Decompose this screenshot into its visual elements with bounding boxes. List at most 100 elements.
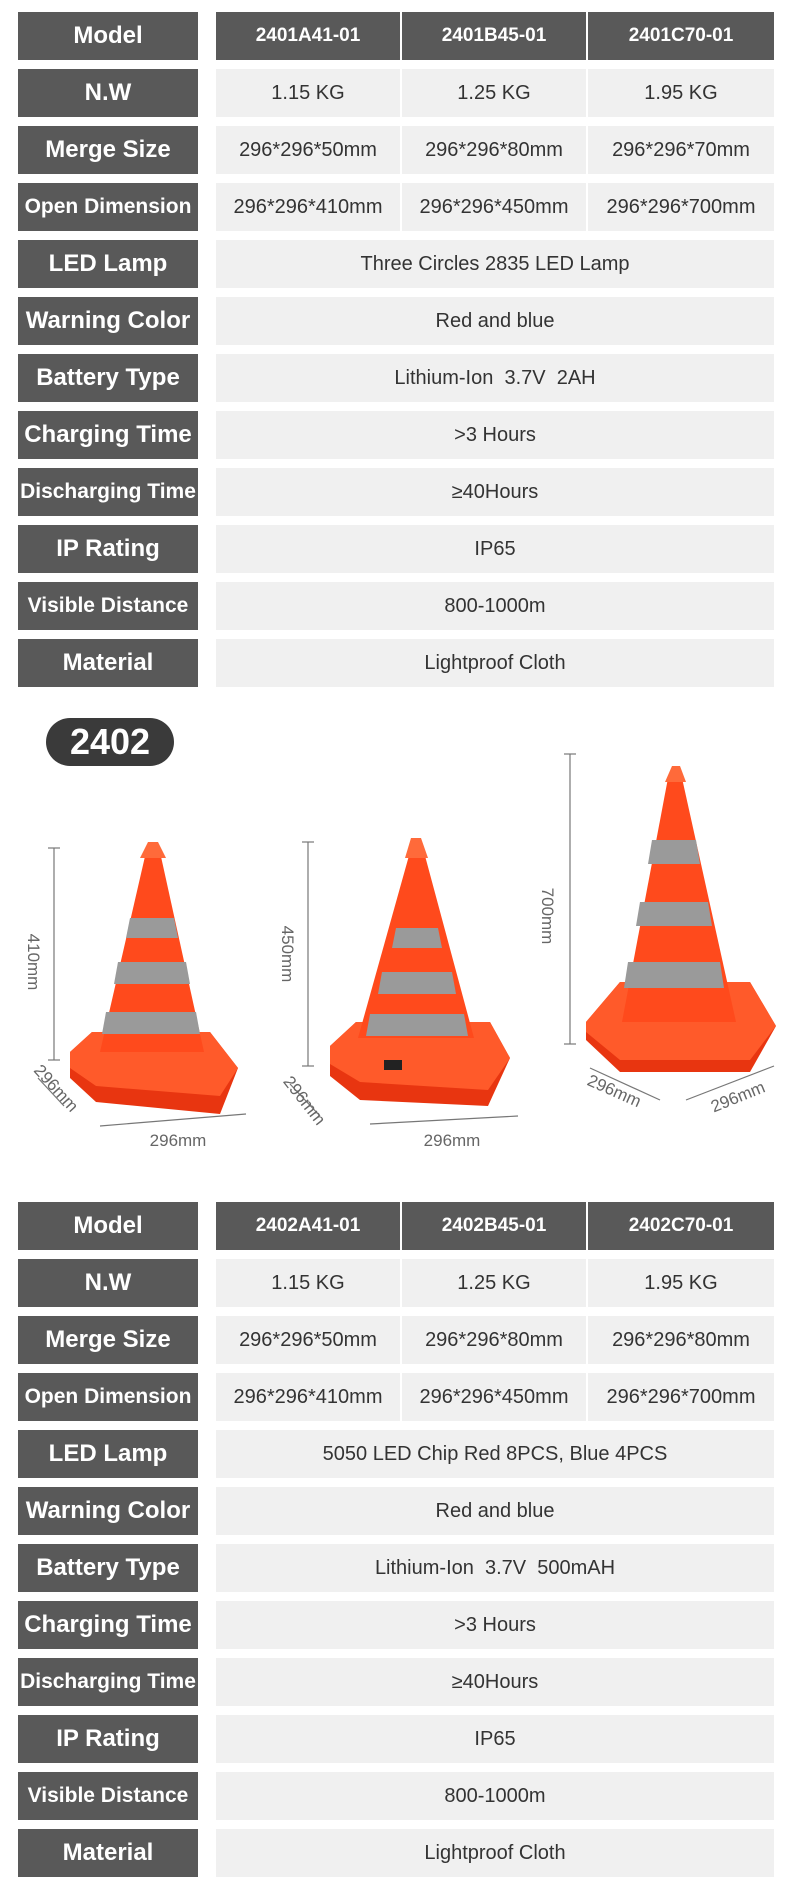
row-label: Discharging Time <box>18 1658 198 1706</box>
value-cell: Lithium-Ion 3.7V 500mAH <box>216 1544 774 1592</box>
cone-medium-depth: 296mm <box>279 1072 329 1128</box>
model-cell: 2402B45-01 <box>402 1202 586 1250</box>
table-row-ip-rating: IP Rating IP65 <box>18 1715 774 1763</box>
table-row-ip-rating: IP Rating IP65 <box>18 525 774 573</box>
value-cell: Lightproof Cloth <box>216 1829 774 1877</box>
value-cell: 296*296*410mm <box>216 1373 400 1421</box>
table-row-material: Material Lightproof Cloth <box>18 1829 774 1877</box>
cone-large-depth: 296mm <box>584 1071 644 1111</box>
cone-small: 410mm 296mm 296mm <box>24 842 247 1150</box>
value-cell: Red and blue <box>216 1487 774 1535</box>
value-cell: Lithium-Ion 3.7V 2AH <box>216 354 774 402</box>
table-row-discharging-time: Discharging Time ≥40Hours <box>18 468 774 516</box>
table-row-discharging-time: Discharging Time ≥40Hours <box>18 1658 774 1706</box>
value-cell: IP65 <box>216 1715 774 1763</box>
row-label: Warning Color <box>18 1487 198 1535</box>
model-cell: 2401B45-01 <box>402 12 586 60</box>
value-cell: 1.95 KG <box>588 1259 774 1307</box>
row-label: Battery Type <box>18 354 198 402</box>
value-cell: Lightproof Cloth <box>216 639 774 687</box>
value-cell: 296*296*50mm <box>216 1316 400 1364</box>
row-label: Battery Type <box>18 1544 198 1592</box>
value-cell: ≥40Hours <box>216 468 774 516</box>
value-cell: 1.15 KG <box>216 69 400 117</box>
value-cell: 1.95 KG <box>588 69 774 117</box>
value-cell: 800-1000m <box>216 1772 774 1820</box>
model-cell: 2402A41-01 <box>216 1202 400 1250</box>
table-row-nw: N.W 1.15 KG 1.25 KG 1.95 KG <box>18 69 774 117</box>
row-label: Material <box>18 1829 198 1877</box>
value-cell: 296*296*80mm <box>588 1316 774 1364</box>
value-cell: 296*296*80mm <box>402 126 586 174</box>
row-label: Visible Distance <box>18 582 198 630</box>
table-row-visible-distance: Visible Distance 800-1000m <box>18 1772 774 1820</box>
cone-small-width: 296mm <box>150 1131 207 1150</box>
cone-large-height: 700mm <box>538 888 557 945</box>
row-label: Charging Time <box>18 1601 198 1649</box>
model-cell: 2401A41-01 <box>216 12 400 60</box>
row-label: Model <box>18 1202 198 1250</box>
row-label: Visible Distance <box>18 1772 198 1820</box>
value-cell: 5050 LED Chip Red 8PCS, Blue 4PCS <box>216 1430 774 1478</box>
value-cell: 296*296*450mm <box>402 183 586 231</box>
row-label: Open Dimension <box>18 1373 198 1421</box>
cone-large-width: 296mm <box>708 1077 768 1116</box>
table-row-merge-size: Merge Size 296*296*50mm 296*296*80mm 296… <box>18 126 774 174</box>
value-cell: >3 Hours <box>216 411 774 459</box>
model-cell: 2401C70-01 <box>588 12 774 60</box>
table-row-open-dimension: Open Dimension 296*296*410mm 296*296*450… <box>18 1373 774 1421</box>
cone-medium: 450mm 296mm 296mm <box>278 838 519 1150</box>
table-row-model: Model 2402A41-01 2402B45-01 2402C70-01 <box>18 1202 774 1250</box>
value-cell: 296*296*70mm <box>588 126 774 174</box>
value-cell: Three Circles 2835 LED Lamp <box>216 240 774 288</box>
row-label: Merge Size <box>18 1316 198 1364</box>
value-cell: 296*296*450mm <box>402 1373 586 1421</box>
table-row-led-lamp: LED Lamp Three Circles 2835 LED Lamp <box>18 240 774 288</box>
cone-large: 700mm 296mm 296mm <box>538 753 776 1116</box>
value-cell: 800-1000m <box>216 582 774 630</box>
table-row-charging-time: Charging Time >3 Hours <box>18 411 774 459</box>
row-label: LED Lamp <box>18 240 198 288</box>
value-cell: 296*296*80mm <box>402 1316 586 1364</box>
row-label: N.W <box>18 1259 198 1307</box>
row-label: IP Rating <box>18 525 198 573</box>
model-cell: 2402C70-01 <box>588 1202 774 1250</box>
value-cell: Red and blue <box>216 297 774 345</box>
row-label: Warning Color <box>18 297 198 345</box>
table-row-battery-type: Battery Type Lithium-Ion 3.7V 500mAH <box>18 1544 774 1592</box>
value-cell: 1.25 KG <box>402 69 586 117</box>
value-cell: 296*296*700mm <box>588 183 774 231</box>
value-cell: ≥40Hours <box>216 1658 774 1706</box>
row-label: Merge Size <box>18 126 198 174</box>
table-row-charging-time: Charging Time >3 Hours <box>18 1601 774 1649</box>
table-row-material: Material Lightproof Cloth <box>18 639 774 687</box>
table-row-open-dimension: Open Dimension 296*296*410mm 296*296*450… <box>18 183 774 231</box>
row-label: LED Lamp <box>18 1430 198 1478</box>
table-row-visible-distance: Visible Distance 800-1000m <box>18 582 774 630</box>
table-row-warning-color: Warning Color Red and blue <box>18 297 774 345</box>
cone-product-figure: 410mm 296mm 296mm 450mm 296mm 296mm <box>24 753 776 1150</box>
table-row-warning-color: Warning Color Red and blue <box>18 1487 774 1535</box>
value-cell: >3 Hours <box>216 1601 774 1649</box>
row-label: Open Dimension <box>18 183 198 231</box>
series-badge: 2402 <box>46 718 174 766</box>
value-cell: 296*296*700mm <box>588 1373 774 1421</box>
value-cell: 296*296*50mm <box>216 126 400 174</box>
value-cell: IP65 <box>216 525 774 573</box>
row-label: Model <box>18 12 198 60</box>
row-label: Material <box>18 639 198 687</box>
row-label: IP Rating <box>18 1715 198 1763</box>
value-cell: 1.15 KG <box>216 1259 400 1307</box>
table-row-merge-size: Merge Size 296*296*50mm 296*296*80mm 296… <box>18 1316 774 1364</box>
table-row-led-lamp: LED Lamp 5050 LED Chip Red 8PCS, Blue 4P… <box>18 1430 774 1478</box>
value-cell: 1.25 KG <box>402 1259 586 1307</box>
row-label: Discharging Time <box>18 468 198 516</box>
value-cell: 296*296*410mm <box>216 183 400 231</box>
table-row-nw: N.W 1.15 KG 1.25 KG 1.95 KG <box>18 1259 774 1307</box>
cone-medium-height: 450mm <box>278 926 297 983</box>
row-label: N.W <box>18 69 198 117</box>
table-row-model: Model 2401A41-01 2401B45-01 2401C70-01 <box>18 12 774 60</box>
cone-small-height: 410mm <box>24 934 43 991</box>
cone-medium-width: 296mm <box>424 1131 481 1150</box>
row-label: Charging Time <box>18 411 198 459</box>
